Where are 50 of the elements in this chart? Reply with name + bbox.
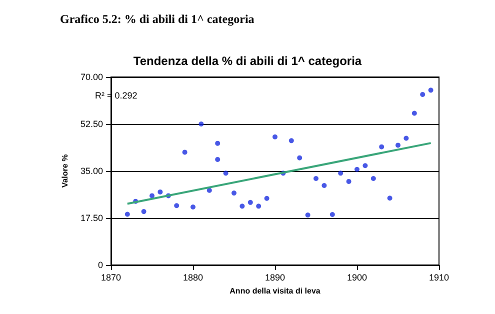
point [379,144,384,150]
point [387,196,392,201]
point [346,178,352,184]
point [412,110,417,116]
point [404,136,409,141]
point [272,134,278,140]
point [305,212,310,218]
x-tick-label: 1890 [264,272,286,282]
point [354,166,360,172]
point [362,163,368,168]
y-axis-title: Valore % [60,154,70,188]
point [338,170,344,176]
x-tick-label: 1880 [182,272,204,282]
point [206,188,212,193]
point [297,155,302,160]
point [198,122,204,126]
y-tick-label: 17.50 [80,213,103,223]
y-tick-label: 52.50 [80,119,103,129]
point [420,92,426,97]
point [256,204,262,209]
point [182,150,188,155]
x-tick-label: 1900 [346,272,368,282]
chart-subtitle: Tendenza della % di abili di 1^ categoria [133,54,362,68]
point [158,189,163,194]
point [150,193,154,198]
point [288,138,294,144]
point [370,176,376,182]
point [141,209,146,214]
point [223,170,228,176]
x-axis-title: Anno della visita di leva [230,286,321,296]
point [428,88,434,93]
y-tick-label: 70.00 [80,72,103,82]
y-tick-label: 35.00 [80,166,103,176]
point [264,196,270,201]
point [215,156,220,162]
point [248,200,253,205]
y-tick-label: 0 [98,260,103,270]
point [314,176,318,182]
point [124,212,130,217]
point [215,140,220,146]
point [174,203,180,208]
point [240,204,245,209]
point [322,183,327,188]
point [396,142,400,148]
chart-title: Grafico 5.2: % di abili di 1^ categoria [60,12,254,27]
x-tick-label: 1870 [100,272,122,282]
point [190,204,196,210]
point [232,190,236,196]
x-tick-label: 1910 [428,272,450,282]
point [330,212,335,218]
